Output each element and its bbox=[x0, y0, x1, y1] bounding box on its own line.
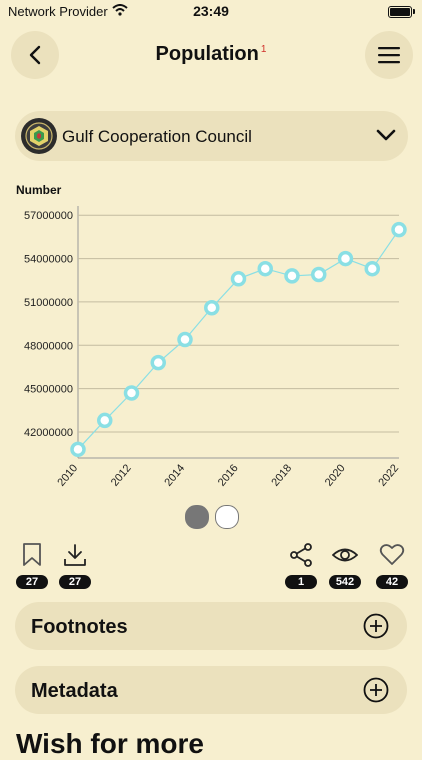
wifi-icon bbox=[112, 4, 128, 16]
x-tick-label: 2022 bbox=[376, 462, 401, 488]
page-dot[interactable] bbox=[215, 505, 239, 529]
like-button[interactable]: 42 bbox=[372, 543, 412, 590]
x-tick-label: 2018 bbox=[269, 462, 294, 488]
x-tick-label: 2010 bbox=[55, 462, 80, 488]
data-point bbox=[97, 412, 113, 429]
battery-icon bbox=[388, 6, 412, 18]
eye-icon bbox=[331, 548, 359, 562]
back-button[interactable] bbox=[11, 31, 59, 79]
chevron-left-icon bbox=[29, 45, 41, 65]
footnotes-title: Footnotes bbox=[31, 616, 128, 638]
y-tick-label: 45000000 bbox=[24, 384, 73, 396]
selector-label: Gulf Cooperation Council bbox=[62, 127, 252, 146]
footnotes-section[interactable]: Footnotes bbox=[15, 602, 407, 650]
clock: 23:49 bbox=[193, 3, 229, 19]
data-point bbox=[257, 260, 273, 277]
download-count: 27 bbox=[59, 575, 91, 589]
metadata-section[interactable]: Metadata bbox=[15, 666, 407, 714]
data-point bbox=[204, 299, 220, 316]
views-indicator: 542 bbox=[323, 543, 367, 590]
data-point bbox=[337, 250, 354, 267]
menu-button[interactable] bbox=[365, 31, 413, 79]
data-point bbox=[391, 221, 407, 238]
y-tick-label: 51000000 bbox=[24, 297, 73, 309]
promo-heading: Wish for more bbox=[16, 728, 204, 759]
data-point bbox=[123, 385, 140, 401]
plus-circle-icon bbox=[363, 677, 389, 703]
data-point bbox=[150, 354, 166, 371]
bookmark-count: 27 bbox=[16, 575, 48, 589]
data-point bbox=[284, 268, 300, 284]
footnote-marker[interactable]: 1 bbox=[260, 44, 267, 56]
share-icon bbox=[290, 543, 312, 567]
page-dot-active[interactable] bbox=[185, 505, 209, 529]
views-count: 542 bbox=[329, 575, 361, 589]
data-point bbox=[177, 331, 193, 348]
carrier-label: Network Provider bbox=[8, 4, 108, 19]
x-tick-label: 2020 bbox=[323, 462, 348, 488]
bookmark-button[interactable]: 27 bbox=[14, 543, 50, 590]
metadata-title: Metadata bbox=[31, 680, 118, 702]
y-tick-label: 48000000 bbox=[24, 340, 73, 352]
heart-icon bbox=[379, 544, 405, 565]
plus-circle-icon bbox=[363, 613, 389, 639]
page-title: Population 1 bbox=[0, 43, 422, 66]
x-tick-label: 2012 bbox=[109, 462, 134, 488]
battery-tip bbox=[413, 9, 415, 14]
share-button[interactable]: 1 bbox=[283, 543, 319, 590]
gcc-emblem-icon bbox=[21, 118, 57, 154]
population-line-chart: 42000000 45000000 48000000 51000000 54000000… bbox=[24, 206, 407, 489]
share-count: 1 bbox=[285, 575, 317, 589]
data-point bbox=[230, 271, 247, 287]
y-tick-label: 42000000 bbox=[24, 427, 73, 439]
page-title-text: Population bbox=[155, 43, 259, 65]
chevron-down-icon bbox=[376, 129, 396, 141]
y-axis-label: Number bbox=[16, 183, 62, 197]
download-button[interactable]: 27 bbox=[57, 543, 93, 590]
status-bar: Network Provider 23:49 bbox=[0, 0, 422, 24]
region-selector[interactable]: Gulf Cooperation Council bbox=[15, 111, 408, 161]
x-tick-label: 2016 bbox=[216, 462, 241, 488]
data-point bbox=[70, 441, 86, 458]
y-tick-label: 54000000 bbox=[24, 254, 73, 266]
likes-count: 42 bbox=[376, 575, 408, 589]
data-point bbox=[364, 260, 380, 277]
bookmark-icon bbox=[23, 543, 41, 566]
data-point bbox=[311, 266, 327, 283]
y-tick-label: 57000000 bbox=[24, 210, 73, 222]
x-tick-label: 2014 bbox=[162, 462, 187, 488]
download-icon bbox=[64, 544, 86, 566]
hamburger-icon bbox=[378, 47, 400, 64]
